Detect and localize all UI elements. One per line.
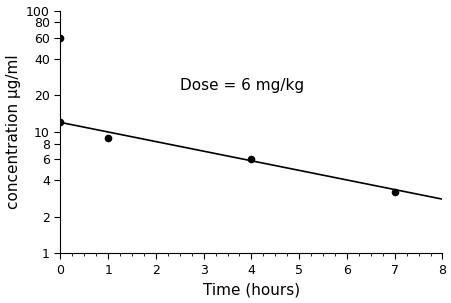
- Text: Dose = 6 mg/kg: Dose = 6 mg/kg: [179, 78, 303, 93]
- Y-axis label: concentration μg/ml: concentration μg/ml: [5, 55, 20, 209]
- X-axis label: Time (hours): Time (hours): [202, 282, 299, 298]
